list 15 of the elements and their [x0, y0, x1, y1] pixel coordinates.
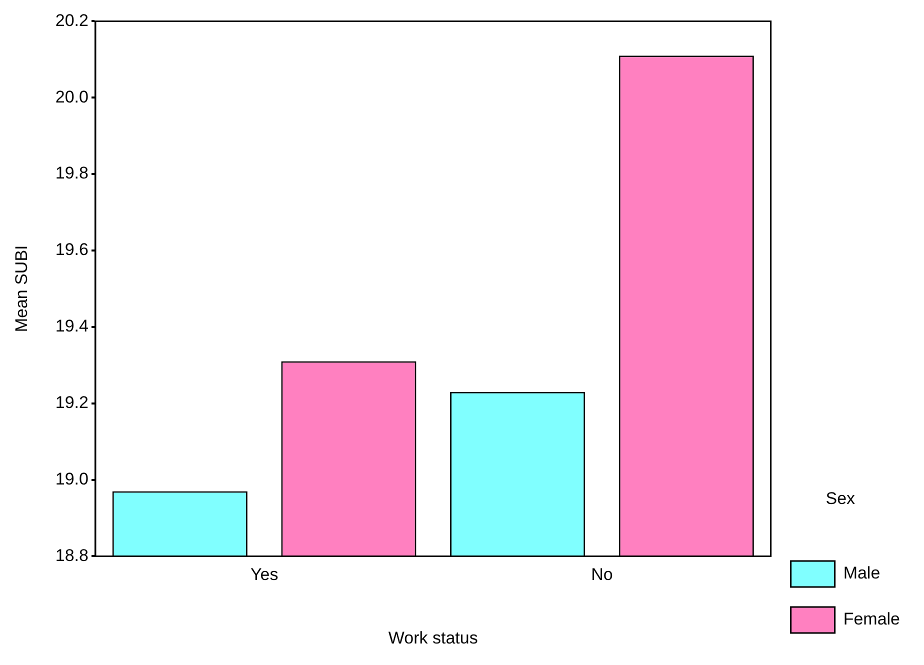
y-tick-label: 19.0: [55, 469, 88, 488]
y-tick-label: 18.8: [55, 546, 88, 565]
legend-title: Sex: [826, 488, 856, 508]
y-tick-label: 19.4: [55, 316, 88, 336]
legend-label: Female: [843, 610, 900, 629]
legend-label: Male: [843, 564, 880, 583]
x-tick-label: No: [591, 565, 613, 584]
x-axis-title: Work status: [388, 628, 478, 648]
y-tick-label: 20.2: [55, 10, 88, 30]
y-tick-label: 19.2: [55, 393, 88, 412]
y-tick-label: 19.8: [55, 164, 88, 183]
x-tick-label: Yes: [250, 565, 278, 584]
y-axis-title: Mean SUBI: [12, 245, 31, 332]
y-tick-label: 19.6: [55, 240, 88, 260]
y-tick-label: 20.0: [55, 87, 88, 106]
